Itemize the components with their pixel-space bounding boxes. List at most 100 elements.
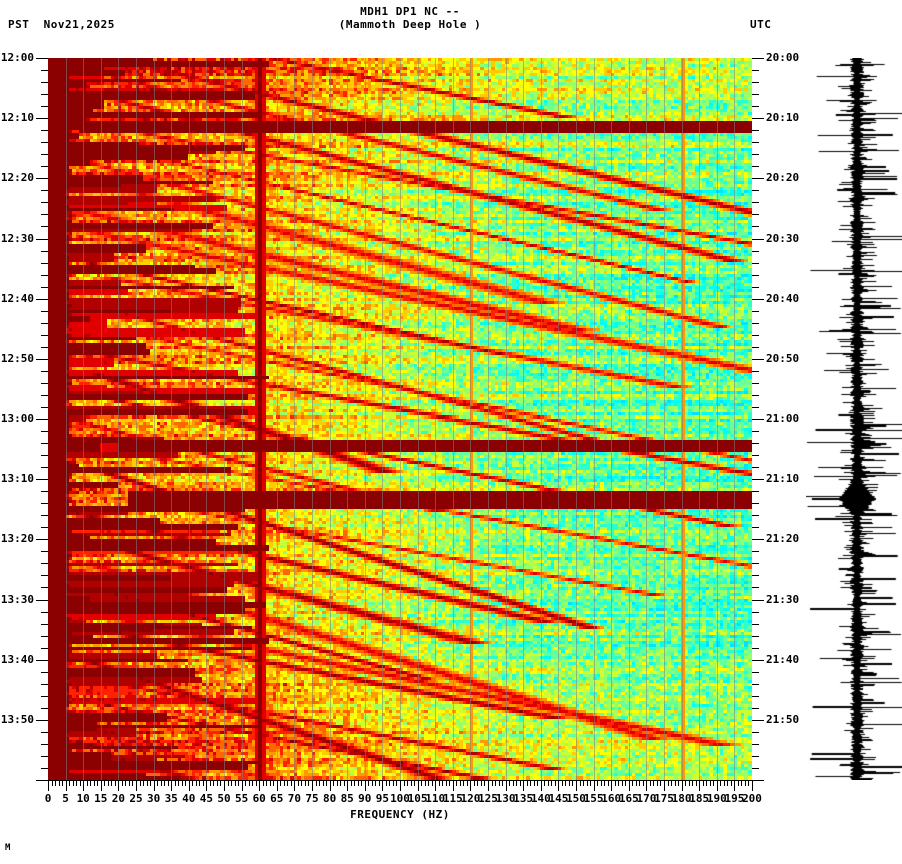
x-major-tick	[330, 780, 331, 791]
x-minor-tick	[643, 780, 644, 786]
y-minor-tick-right	[752, 190, 759, 191]
y-axis-label-utc: 21:50	[766, 712, 800, 726]
y-major-tick-left	[36, 780, 48, 781]
x-axis-label: 180	[671, 792, 692, 805]
y-minor-tick-left	[41, 744, 48, 745]
x-major-tick	[277, 780, 278, 791]
x-minor-tick	[238, 780, 239, 786]
x-major-tick	[154, 780, 155, 791]
y-axis-label-pst: 13:40	[0, 652, 34, 666]
y-minor-tick-right	[752, 70, 759, 71]
y-major-tick-right	[752, 720, 764, 721]
y-minor-tick-right	[752, 575, 759, 576]
y-minor-tick-left	[41, 527, 48, 528]
x-minor-tick	[122, 780, 123, 786]
y-minor-tick-left	[41, 768, 48, 769]
x-minor-tick	[421, 780, 422, 786]
x-major-tick	[734, 780, 735, 791]
x-minor-tick	[263, 780, 264, 786]
x-axis-label: 35	[164, 792, 178, 805]
y-minor-tick-left	[41, 263, 48, 264]
y-major-tick-left	[36, 118, 48, 119]
y-minor-tick-right	[752, 431, 759, 432]
x-minor-tick	[502, 780, 503, 786]
spectrogram-canvas	[48, 58, 752, 780]
date-label: Nov21,2025	[43, 18, 115, 31]
x-minor-tick	[748, 780, 749, 786]
x-axis-baseline	[48, 780, 752, 781]
x-major-tick	[382, 780, 383, 791]
x-minor-tick	[657, 780, 658, 786]
x-minor-tick	[97, 780, 98, 786]
y-minor-tick-left	[41, 515, 48, 516]
x-minor-tick	[404, 780, 405, 786]
y-axis-label-utc: 20:40	[766, 291, 800, 305]
x-minor-tick	[316, 780, 317, 786]
x-axis-label: 145	[548, 792, 569, 805]
y-major-tick-right	[752, 479, 764, 480]
x-minor-tick	[562, 780, 563, 786]
x-axis-label: 65	[270, 792, 284, 805]
y-minor-tick-left	[41, 130, 48, 131]
x-minor-tick	[273, 780, 274, 786]
x-minor-tick	[132, 780, 133, 786]
x-minor-tick	[305, 780, 306, 786]
y-minor-tick-right	[752, 491, 759, 492]
x-minor-tick	[182, 780, 183, 786]
y-axis-label-pst: 12:30	[0, 231, 34, 245]
y-minor-tick-right	[752, 563, 759, 564]
x-minor-tick	[323, 780, 324, 786]
x-minor-tick	[266, 780, 267, 786]
y-minor-tick-right	[752, 226, 759, 227]
y-minor-tick-left	[41, 575, 48, 576]
x-minor-tick	[590, 780, 591, 786]
y-major-tick-right	[752, 178, 764, 179]
x-minor-tick	[354, 780, 355, 786]
x-minor-tick	[379, 780, 380, 786]
x-minor-tick	[720, 780, 721, 786]
y-minor-tick-left	[41, 503, 48, 504]
x-major-tick	[418, 780, 419, 791]
x-minor-tick	[544, 780, 545, 786]
x-minor-tick	[608, 780, 609, 786]
y-minor-tick-right	[752, 371, 759, 372]
x-axis-label: 165	[618, 792, 639, 805]
x-major-tick	[717, 780, 718, 791]
x-major-tick	[118, 780, 119, 791]
x-minor-tick	[280, 780, 281, 786]
x-minor-tick	[69, 780, 70, 786]
x-axis-label: 60	[252, 792, 266, 805]
x-minor-tick	[513, 780, 514, 786]
y-minor-tick-left	[41, 467, 48, 468]
x-major-tick	[101, 780, 102, 791]
x-axis-label: 10	[76, 792, 90, 805]
x-minor-tick	[516, 780, 517, 786]
x-minor-tick	[147, 780, 148, 786]
y-axis-label-utc: 21:20	[766, 532, 800, 546]
x-minor-tick	[622, 780, 623, 786]
y-minor-tick-right	[752, 142, 759, 143]
x-minor-tick	[249, 780, 250, 786]
y-minor-tick-left	[41, 684, 48, 685]
x-minor-tick	[326, 780, 327, 786]
x-major-tick	[488, 780, 489, 791]
y-minor-tick-right	[752, 768, 759, 769]
y-minor-tick-right	[752, 732, 759, 733]
x-minor-tick	[361, 780, 362, 786]
x-minor-tick	[199, 780, 200, 786]
y-minor-tick-left	[41, 190, 48, 191]
y-axis-label-utc: 21:40	[766, 652, 800, 666]
y-minor-tick-right	[752, 287, 759, 288]
x-major-tick	[242, 780, 243, 791]
y-minor-tick-right	[752, 744, 759, 745]
x-major-tick	[83, 780, 84, 791]
spectrogram-plot[interactable]	[48, 58, 752, 780]
y-minor-tick-left	[41, 226, 48, 227]
y-major-tick-left	[36, 299, 48, 300]
x-minor-tick	[375, 780, 376, 786]
y-minor-tick-left	[41, 323, 48, 324]
y-axis-label-utc: 20:00	[766, 51, 800, 64]
x-minor-tick	[492, 780, 493, 786]
x-minor-tick	[140, 780, 141, 786]
y-major-tick-right	[752, 660, 764, 661]
